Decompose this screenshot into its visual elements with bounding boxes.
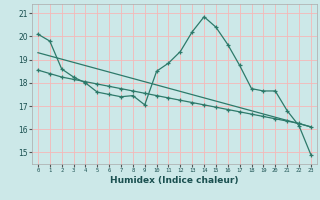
X-axis label: Humidex (Indice chaleur): Humidex (Indice chaleur): [110, 176, 239, 185]
